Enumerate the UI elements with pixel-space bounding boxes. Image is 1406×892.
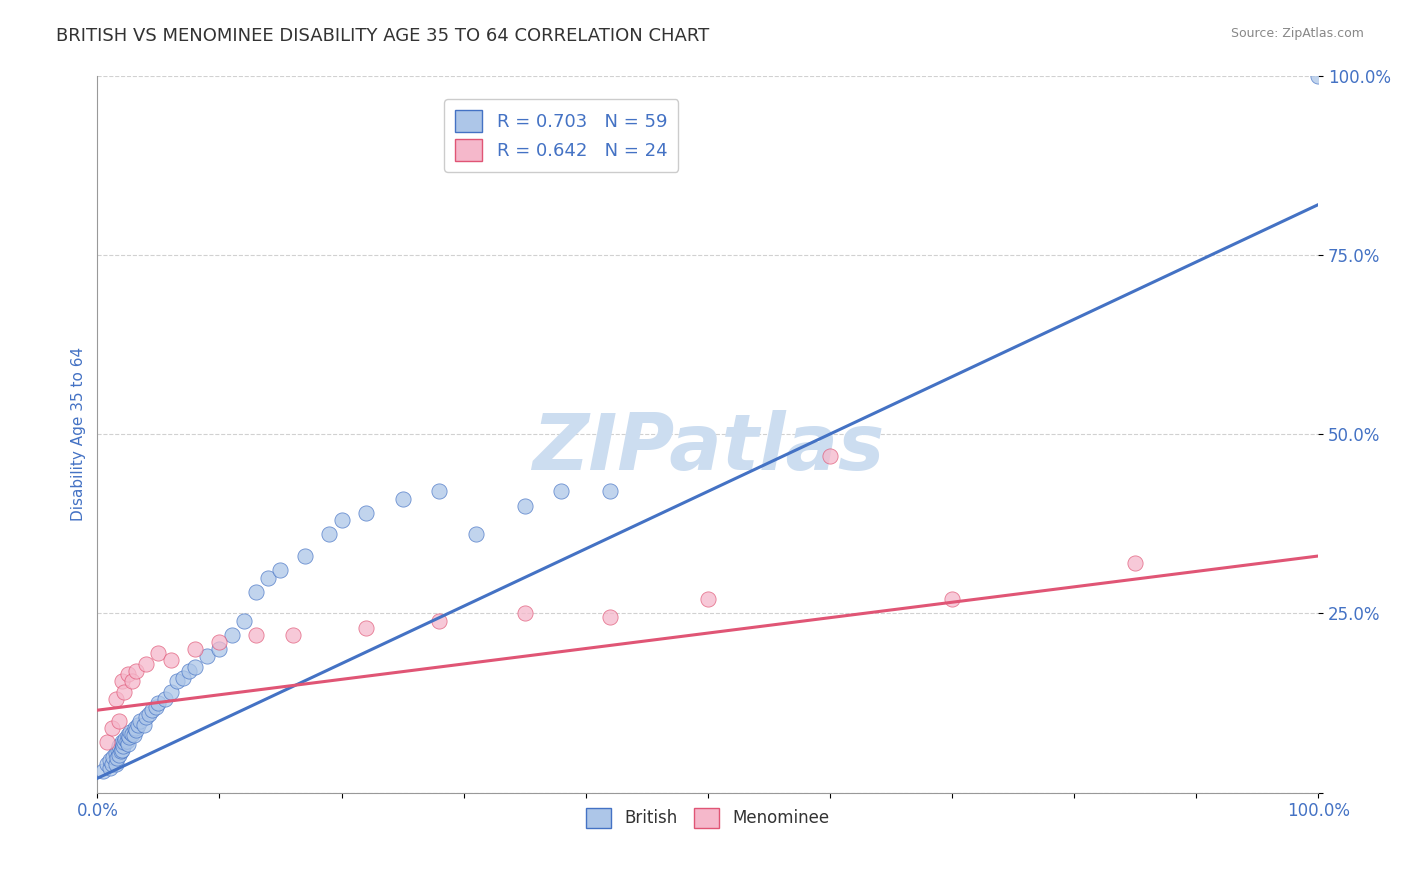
Point [145,699,167,714]
Text: ZIPatlas: ZIPatlas [531,410,884,486]
Y-axis label: Disability Age 35 to 64: Disability Age 35 to 64 [72,347,86,521]
Point [208,642,231,657]
Point [153,692,176,706]
Point [550,484,572,499]
Point [117,667,139,681]
Point [269,563,291,577]
Point [101,756,124,771]
Point [96,735,118,749]
Point [330,513,353,527]
Point [93,764,115,779]
Point [105,751,128,765]
Point [818,449,841,463]
Point [354,621,377,635]
Point [184,660,207,674]
Point [513,499,536,513]
Point [513,607,536,621]
Point [245,628,267,642]
Point [599,610,621,624]
Text: BRITISH VS MENOMINEE DISABILITY AGE 35 TO 64 CORRELATION CHART: BRITISH VS MENOMINEE DISABILITY AGE 35 T… [56,27,710,45]
Point [391,491,413,506]
Point [1308,69,1330,83]
Point [148,696,170,710]
Point [1123,556,1146,570]
Point [257,570,280,584]
Point [104,746,127,760]
Point [166,674,188,689]
Text: Source: ZipAtlas.com: Source: ZipAtlas.com [1230,27,1364,40]
Point [118,730,141,744]
Point [135,657,157,671]
Point [281,628,304,642]
Point [148,646,170,660]
Point [104,756,127,771]
Point [115,734,138,748]
Point [195,649,218,664]
Point [124,721,146,735]
Point [98,753,121,767]
Point [108,748,131,763]
Point [98,760,121,774]
Point [108,714,131,728]
Point [599,484,621,499]
Point [129,714,152,728]
Point [354,506,377,520]
Point [108,739,131,753]
Point [941,592,963,607]
Point [103,749,125,764]
Point [111,742,134,756]
Point [112,735,135,749]
Point [111,739,134,753]
Point [245,585,267,599]
Point [232,614,254,628]
Point [138,706,160,721]
Point [122,728,145,742]
Point [696,592,718,607]
Point [135,710,157,724]
Point [184,642,207,657]
Point [208,635,231,649]
Point [127,717,149,731]
Point [318,527,340,541]
Point [159,653,181,667]
Legend: British, Menominee: British, Menominee [579,801,837,835]
Point [104,692,127,706]
Point [464,527,486,541]
Point [121,727,143,741]
Point [132,717,155,731]
Point [141,703,163,717]
Point [427,614,450,628]
Point [177,664,200,678]
Point [172,671,194,685]
Point [125,664,148,678]
Point [294,549,316,563]
Point [112,685,135,699]
Point [107,742,129,756]
Point [159,685,181,699]
Point [101,721,124,735]
Point [121,674,143,689]
Point [117,728,139,742]
Point [117,737,139,751]
Point [96,756,118,771]
Point [111,735,134,749]
Point [125,723,148,737]
Point [114,731,136,746]
Point [427,484,450,499]
Point [110,744,132,758]
Point [111,674,134,689]
Point [221,628,243,642]
Point [120,724,142,739]
